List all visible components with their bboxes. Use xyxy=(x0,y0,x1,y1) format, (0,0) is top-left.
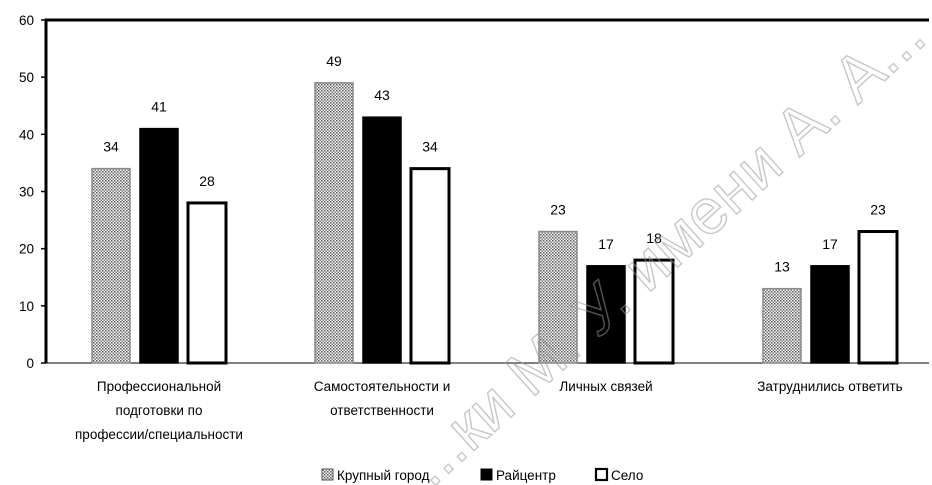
data-label: 18 xyxy=(646,230,662,246)
data-label: 41 xyxy=(151,99,167,115)
category-label: Самостоятельности и xyxy=(314,379,451,394)
data-label: 23 xyxy=(870,202,886,218)
bar-2-1 xyxy=(139,127,179,364)
data-label: 13 xyxy=(774,259,790,275)
bar-3-4 xyxy=(857,230,899,365)
bar-3-2 xyxy=(409,167,451,365)
y-tick-label: 30 xyxy=(19,185,34,200)
legend-entry: Село xyxy=(611,468,643,483)
category-label: Личных связей xyxy=(559,379,652,394)
bar-2-3 xyxy=(586,265,626,364)
legend-entry: Райцентр xyxy=(496,468,556,483)
bar-1-4 xyxy=(762,287,802,364)
legend-swatch xyxy=(480,468,493,481)
legend-entry: Крупный город xyxy=(337,468,430,483)
data-label: 34 xyxy=(422,139,438,155)
legend-swatch xyxy=(321,468,334,481)
bar-3-3 xyxy=(633,258,675,365)
bar-3-1 xyxy=(186,201,228,365)
category-label: Профессиональной xyxy=(97,379,221,394)
data-label: 34 xyxy=(103,139,119,155)
bar-2-2 xyxy=(362,116,402,364)
data-label: 23 xyxy=(550,202,566,218)
bar-1-2 xyxy=(314,82,354,364)
category-label: ответственности xyxy=(330,403,434,418)
y-tick-label: 60 xyxy=(19,13,34,28)
watermark-text: ...ки М. У. имени А. А... xyxy=(392,0,932,485)
bar-2-4 xyxy=(810,265,850,364)
y-tick-label: 40 xyxy=(19,127,34,142)
y-tick-label: 50 xyxy=(19,70,34,85)
category-label: профессии/специальности xyxy=(75,427,243,442)
data-label: 17 xyxy=(822,236,838,252)
data-label: 17 xyxy=(598,236,614,252)
data-label: 43 xyxy=(374,87,390,103)
legend-swatch xyxy=(594,467,609,482)
bar-1-1 xyxy=(91,167,131,364)
y-tick-label: 20 xyxy=(19,242,34,257)
category-label: подготовки по xyxy=(116,403,203,418)
y-tick-label: 10 xyxy=(19,299,34,314)
data-label: 28 xyxy=(199,173,215,189)
y-tick-label: 0 xyxy=(26,356,34,371)
category-label: Затруднились ответить xyxy=(757,379,902,394)
data-label: 49 xyxy=(326,53,342,69)
bar-1-3 xyxy=(538,230,578,364)
